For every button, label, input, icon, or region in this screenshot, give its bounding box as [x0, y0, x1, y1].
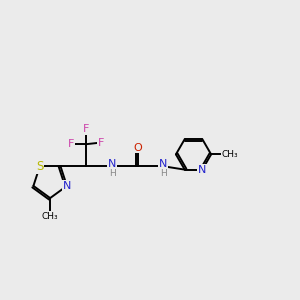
Text: F: F	[83, 124, 89, 134]
Text: CH₃: CH₃	[221, 150, 238, 159]
Text: N: N	[63, 181, 71, 191]
Text: S: S	[36, 160, 44, 173]
Text: H: H	[160, 169, 167, 178]
Text: H: H	[109, 169, 116, 178]
Text: N: N	[159, 158, 167, 169]
Text: CH₃: CH₃	[42, 212, 58, 221]
Text: N: N	[108, 158, 116, 169]
Text: N: N	[198, 165, 206, 175]
Text: O: O	[133, 142, 142, 153]
Text: F: F	[68, 139, 74, 149]
Text: F: F	[98, 137, 104, 148]
